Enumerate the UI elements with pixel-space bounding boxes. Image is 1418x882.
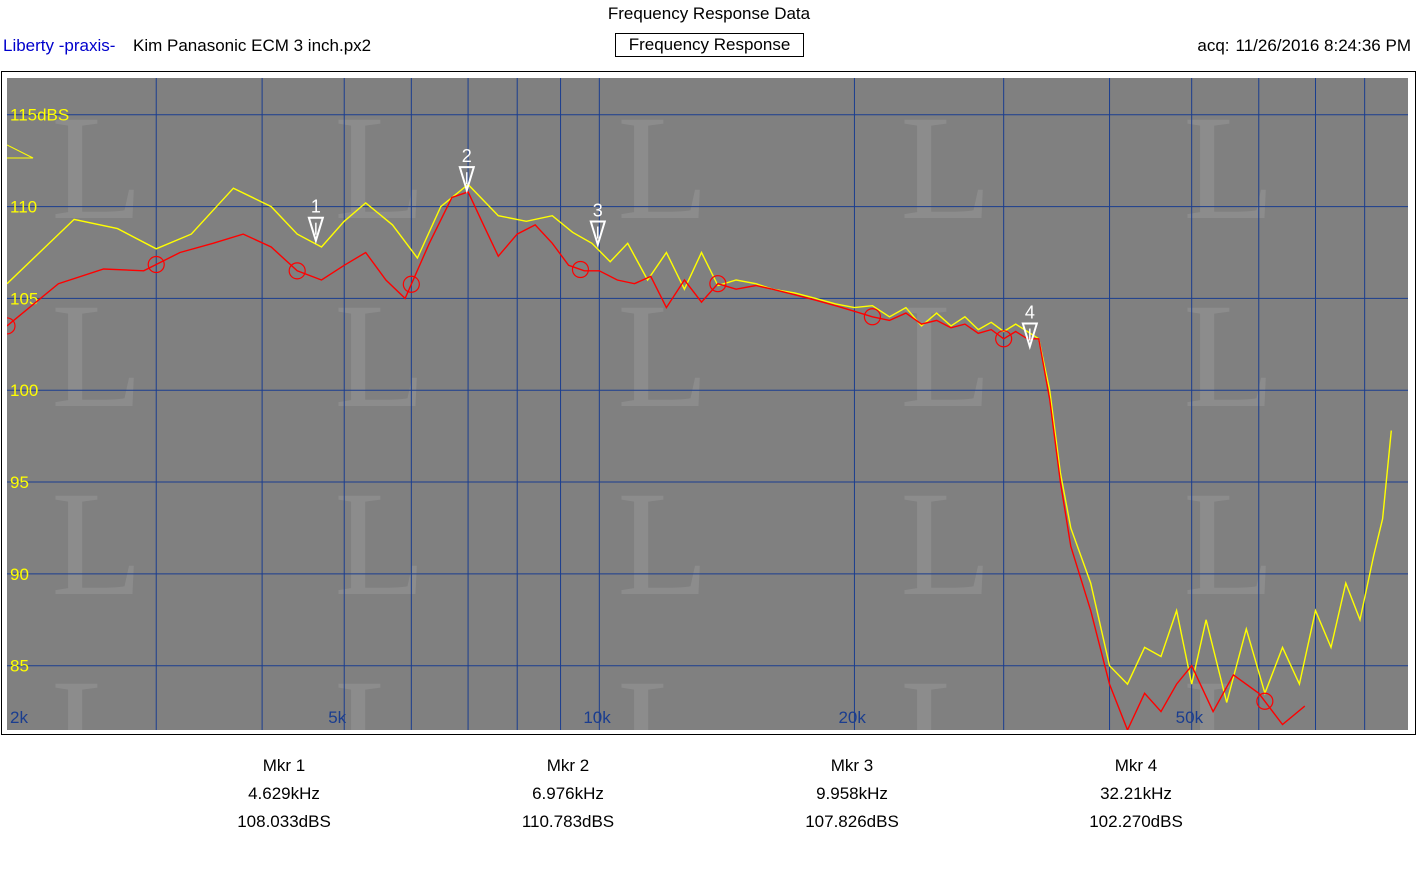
watermark-logo: L bbox=[51, 273, 143, 439]
y-tick-label: 90 bbox=[10, 565, 29, 584]
red-trace-circle-marker bbox=[7, 317, 16, 335]
watermark-logo: L bbox=[617, 85, 709, 251]
watermark-logo: L bbox=[1183, 461, 1275, 627]
marker-triangle-icon bbox=[589, 220, 607, 248]
file-name: Kim Panasonic ECM 3 inch.px2 bbox=[133, 36, 372, 55]
watermark-logo: L bbox=[1183, 649, 1275, 730]
graph-title: Frequency Response bbox=[615, 33, 804, 57]
watermark-logo: L bbox=[617, 461, 709, 627]
watermark-logo: L bbox=[900, 85, 992, 251]
y-tick-label: 85 bbox=[10, 657, 29, 676]
report-title: Frequency Response Data bbox=[607, 4, 811, 23]
marker-readout-3: Mkr 3 9.958kHz 107.826dBS bbox=[752, 752, 952, 836]
x-tick-label: 10k bbox=[583, 708, 611, 727]
marker-number-label: 3 bbox=[593, 200, 603, 220]
y-tick-label: 110 bbox=[10, 198, 37, 217]
series-red-line bbox=[7, 191, 1306, 730]
red-trace-circle-marker bbox=[709, 275, 727, 293]
y-tick-label: 100 bbox=[10, 381, 38, 400]
watermark-logo: L bbox=[617, 649, 709, 730]
marker-number-label: 4 bbox=[1025, 303, 1035, 323]
red-trace-circle-marker bbox=[863, 308, 881, 326]
frequency-response-plot[interactable]: LLLLLLLLLLLLLLLLLLLL115dBS11010510095908… bbox=[7, 78, 1408, 730]
marker-label: Mkr 3 bbox=[830, 756, 874, 775]
red-trace-circle-marker bbox=[571, 260, 590, 279]
watermark-logo: L bbox=[334, 85, 426, 251]
marker-number-label: 1 bbox=[311, 197, 321, 217]
red-trace-circle-marker bbox=[995, 330, 1013, 348]
marker-readout-2: Mkr 2 6.976kHz 110.783dBS bbox=[468, 752, 668, 836]
marker-frequency: 6.976kHz bbox=[532, 784, 604, 803]
watermark-logo: L bbox=[1183, 85, 1275, 251]
red-trace-circle-marker bbox=[402, 275, 420, 293]
watermark-logo: L bbox=[900, 273, 992, 439]
marker-triangle-icon bbox=[458, 166, 476, 194]
marker-readout-4: Mkr 4 32.21kHz 102.270dBS bbox=[1036, 752, 1236, 836]
marker-level: 107.826dBS bbox=[805, 812, 899, 831]
watermark-logo: L bbox=[51, 461, 143, 627]
marker-level: 102.270dBS bbox=[1089, 812, 1183, 831]
marker-triangle-icon bbox=[1021, 322, 1039, 350]
x-tick-label: 5k bbox=[328, 708, 346, 727]
y-tick-label: 115dBS bbox=[10, 106, 69, 125]
series-yellow-line bbox=[7, 183, 1392, 703]
watermark-logo: L bbox=[334, 273, 426, 439]
marker-label: Mkr 2 bbox=[546, 756, 590, 775]
marker-number-label: 2 bbox=[462, 146, 472, 166]
plot-background bbox=[7, 78, 1408, 730]
watermark-logo: L bbox=[334, 649, 426, 730]
red-trace-circle-marker bbox=[288, 262, 306, 280]
acq-label: acq: bbox=[1197, 36, 1230, 55]
marker-frequency: 32.21kHz bbox=[1100, 784, 1172, 803]
watermark-logo: L bbox=[1183, 273, 1275, 439]
x-tick-label: 20k bbox=[838, 708, 866, 727]
red-trace-circle-marker bbox=[1256, 692, 1274, 710]
x-tick-label: 50k bbox=[1176, 708, 1204, 727]
y-tick-label: 95 bbox=[10, 473, 29, 492]
watermark-logo: L bbox=[51, 85, 143, 251]
y-tick-label: 105 bbox=[10, 289, 38, 308]
red-trace-circle-marker bbox=[147, 255, 165, 274]
x-tick-label: 2k bbox=[10, 708, 28, 727]
acquisition-timestamp: acq: 11/26/2016 8:24:36 PM bbox=[1197, 36, 1411, 56]
marker-readout-table: Mkr 1 4.629kHz 108.033dBS Mkr 2 6.976kHz… bbox=[0, 752, 1418, 842]
marker-frequency: 4.629kHz bbox=[248, 784, 320, 803]
marker-label: Mkr 4 bbox=[1114, 756, 1158, 775]
marker-readout-1: Mkr 1 4.629kHz 108.033dBS bbox=[184, 752, 384, 836]
watermark-logo: L bbox=[334, 461, 426, 627]
marker-label: Mkr 1 bbox=[262, 756, 306, 775]
watermark-logo: L bbox=[51, 649, 143, 730]
marker-frequency: 9.958kHz bbox=[816, 784, 888, 803]
reference-level-icon bbox=[7, 144, 34, 159]
marker-level: 110.783dBS bbox=[521, 812, 615, 831]
watermark-logo: L bbox=[900, 649, 992, 730]
watermark-logo: L bbox=[900, 461, 992, 627]
marker-triangle-icon bbox=[307, 216, 325, 245]
marker-level: 108.033dBS bbox=[237, 812, 331, 831]
acq-value: 11/26/2016 8:24:36 PM bbox=[1235, 36, 1412, 55]
app-name: Liberty -praxis- bbox=[3, 36, 116, 55]
